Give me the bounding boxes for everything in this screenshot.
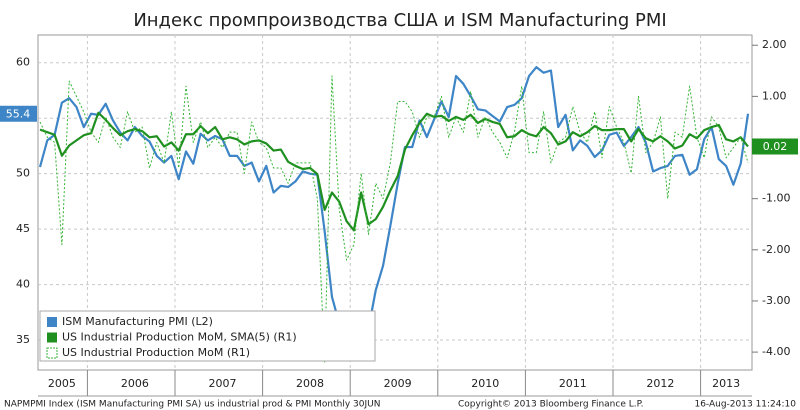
- y2-tick-label: -4.00: [762, 345, 790, 358]
- legend-swatch: [47, 317, 57, 327]
- chart-title: Индекс промпроизводства США и ISM Manufa…: [133, 10, 666, 31]
- footer: NAPMPMI Index (ISM Manufacturing PMI SA)…: [4, 400, 380, 410]
- y-tick-label: 45: [16, 222, 30, 235]
- legend-box: [39, 310, 376, 362]
- x-tick-label: 2007: [208, 377, 236, 390]
- y2-tick-label: -1.00: [762, 192, 790, 205]
- legend: ISM Manufacturing PMI (L2) US Industrial …: [39, 310, 376, 362]
- legend-label: US Industrial Production MoM (R1): [62, 346, 250, 359]
- x-tick-label: 2006: [121, 377, 149, 390]
- x-tick-label: 2005: [48, 377, 76, 390]
- legend-swatch: [47, 332, 57, 343]
- y-tick-label: 50: [16, 167, 30, 180]
- plot-frame: [37, 34, 753, 371]
- y-tick-label: 60: [16, 56, 30, 69]
- y-tick-label: 35: [16, 333, 30, 346]
- last-value-label: 55.4: [6, 107, 31, 120]
- legend-swatch: [46, 347, 58, 359]
- legend-label: ISM Manufacturing PMI (L2): [62, 315, 213, 328]
- x-tick-label: 2009: [384, 377, 412, 390]
- series-line: [39, 111, 749, 232]
- series-line: [39, 75, 749, 363]
- y-tick-label: 40: [16, 278, 30, 291]
- y2-tick-label: 2.00: [762, 38, 787, 51]
- last-value-box: [0, 105, 37, 122]
- x-tick-label: 2008: [296, 377, 324, 390]
- copyright: Copyright© 2013 Bloomberg Finance L.P.: [458, 400, 643, 410]
- x-tick-label: 2013: [712, 377, 740, 390]
- y2-tick-label: -3.00: [762, 294, 790, 307]
- legend-label: US Industrial Production MoM, SMA(5) (R1…: [62, 331, 297, 344]
- last-value-box: [752, 138, 798, 155]
- last-value-label: 0.02: [763, 140, 788, 153]
- x-tick-label: 2012: [646, 377, 674, 390]
- x-tick-label: 2011: [559, 377, 587, 390]
- timestamp: 16-Aug-2013 11:24:10: [694, 400, 796, 410]
- year-dividers: [86, 35, 702, 396]
- x-tick-label: 2010: [471, 377, 499, 390]
- y2-tick-label: -2.00: [762, 243, 790, 256]
- y2-tick-label: 1.00: [762, 89, 787, 102]
